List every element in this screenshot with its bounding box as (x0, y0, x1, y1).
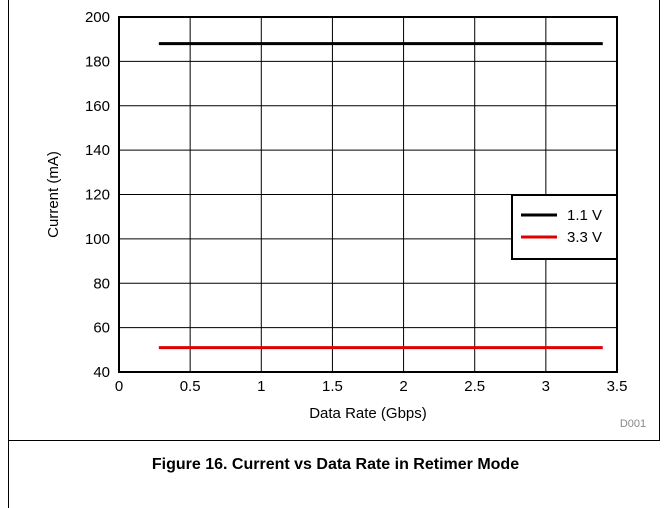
y-tick-label: 80 (93, 275, 110, 292)
page-frame-right (659, 0, 660, 441)
y-tick-label: 180 (85, 53, 110, 70)
y-tick-label: 40 (93, 364, 110, 381)
y-tick-label: 140 (85, 142, 110, 159)
figure-id-annotation: D001 (620, 418, 646, 430)
figure-caption: Figure 16. Current vs Data Rate in Retim… (151, 456, 520, 473)
x-tick-label: 0 (115, 378, 123, 395)
series-layer (158, 42, 603, 350)
x-axis-label: Data Rate (Gbps) (309, 405, 427, 422)
x-tick-label: 3 (542, 378, 550, 395)
grid-layer (119, 17, 617, 372)
legend-label: 1.1 V (567, 207, 602, 224)
page-frame-bottom (8, 440, 660, 441)
x-tick-label: 2.5 (464, 378, 485, 395)
x-tick-label: 2 (399, 378, 407, 395)
tick-label-layer: 0 0.5 1 1.5 2 2.5 3 3.5 40 60 80 100 120 140 160 180 200 (85, 9, 627, 395)
x-tick-label: 1 (257, 378, 265, 395)
y-axis-label: Current (mA) (45, 151, 62, 238)
y-tick-label: 60 (93, 320, 110, 337)
x-tick-label: 0.5 (180, 378, 201, 395)
y-tick-label: 160 (85, 98, 110, 115)
current-vs-data-rate-chart: 0 0.5 1 1.5 2 2.5 3 3.5 40 60 80 100 120 140 160 180 200… (45, 9, 646, 430)
y-tick-label: 200 (85, 9, 110, 26)
x-tick-label: 3.5 (607, 378, 628, 395)
page-frame-left (8, 0, 9, 508)
y-tick-label: 100 (85, 231, 110, 248)
legend: 1.1 V 3.3 V (511, 194, 618, 260)
y-tick-label: 120 (85, 187, 110, 204)
legend-label: 3.3 V (567, 229, 602, 246)
legend-box (511, 194, 618, 260)
x-tick-label: 1.5 (322, 378, 343, 395)
